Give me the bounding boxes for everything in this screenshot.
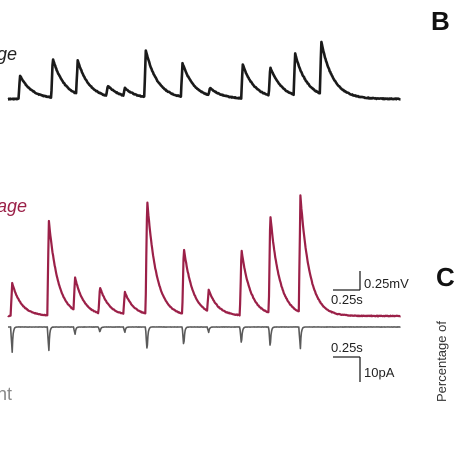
traces-group [7,40,402,353]
voltage-time-label: 0.25s [331,292,363,307]
panel-label-b: B [431,6,450,36]
voltage-scale-bar [333,271,361,291]
trace-bottom [7,326,401,353]
trace-top [7,40,402,101]
trace-label-bottom: nt [0,384,12,404]
voltage-amplitude-label: 0.25mV [364,276,409,291]
trace-label-middle: age [0,196,27,216]
trace-label-top: ge [0,44,17,64]
current-time-label: 0.25s [331,340,363,355]
current-scale-bar [333,356,361,382]
trace-middle [7,194,402,318]
panel-label-c: C [436,262,455,292]
side-axis-label: Percentage of [434,321,449,402]
current-amplitude-label: 10pA [364,365,395,380]
